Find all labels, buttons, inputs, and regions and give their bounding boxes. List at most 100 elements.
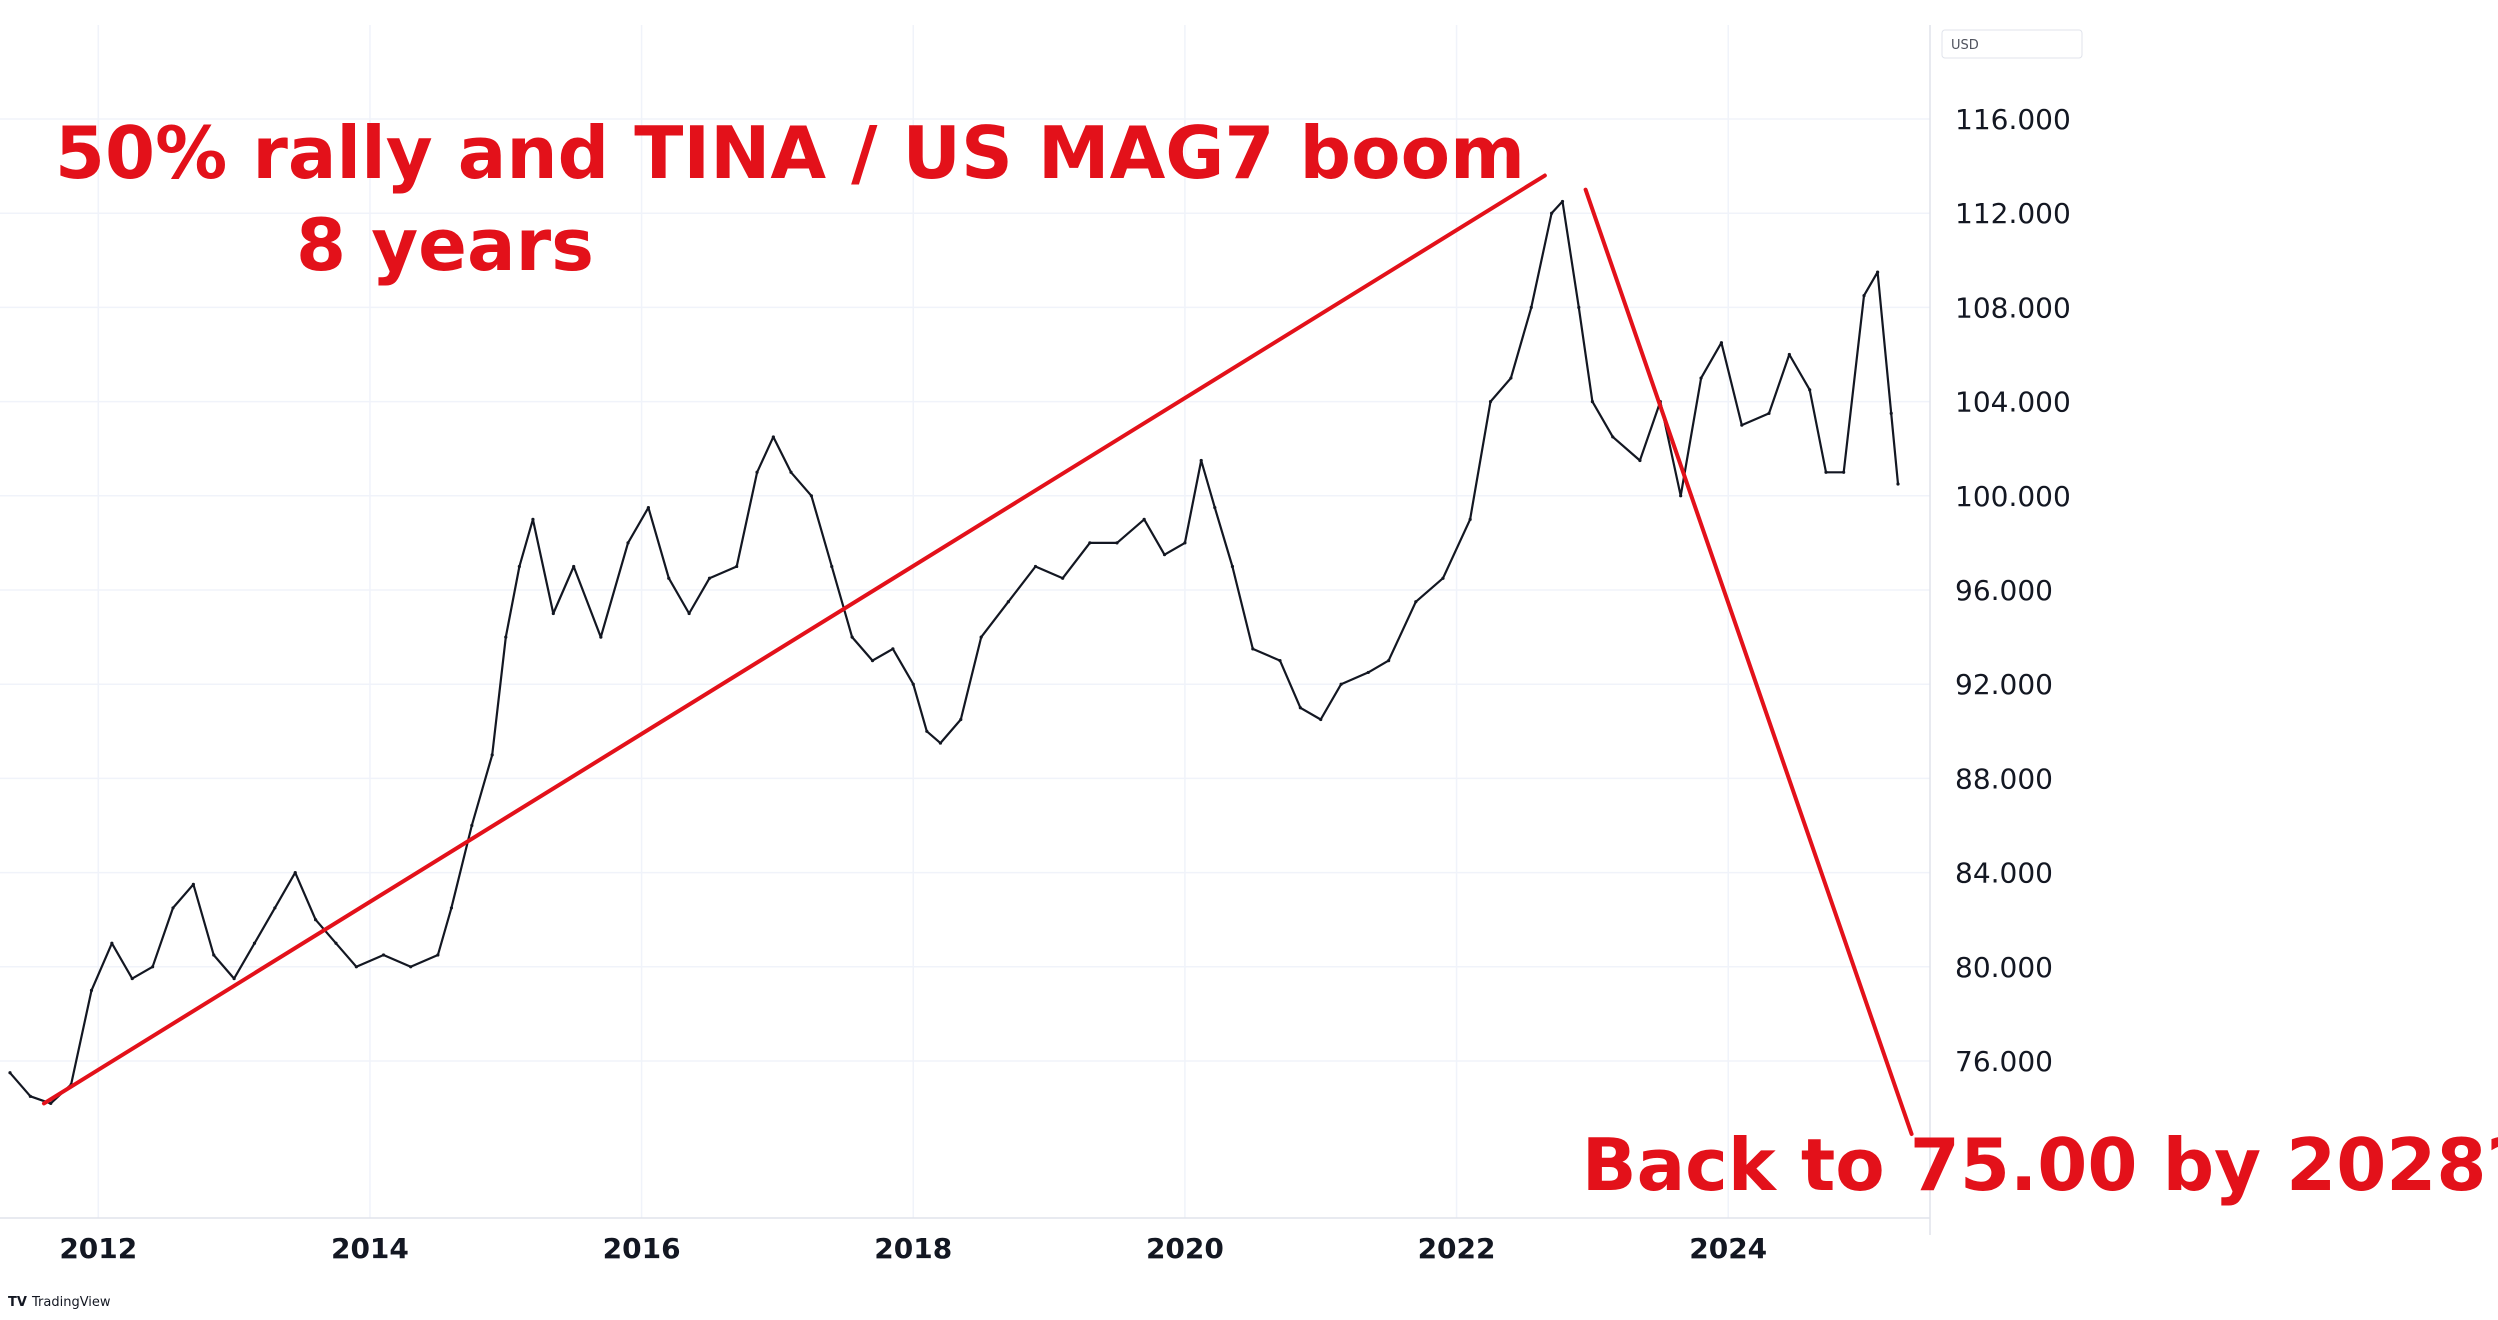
price-point [1550, 211, 1554, 215]
price-point [273, 906, 277, 910]
y-tick-label: 84.000 [1955, 857, 2053, 890]
price-point [8, 1071, 12, 1075]
price-point [1740, 423, 1744, 427]
price-point [1787, 352, 1791, 357]
price-point [1577, 305, 1581, 309]
price-point [314, 918, 318, 922]
price-point [1808, 388, 1812, 392]
price-point [49, 1101, 53, 1105]
price-point [830, 564, 834, 569]
y-tick-label: 88.000 [1955, 762, 2053, 795]
price-point [979, 635, 983, 639]
price-point [687, 611, 691, 616]
price-point [870, 659, 875, 663]
price-point [1529, 305, 1533, 309]
price-point [959, 717, 963, 722]
price-point [1468, 517, 1472, 521]
currency-label: USD [1951, 38, 1979, 53]
price-point [735, 564, 739, 569]
price-point [789, 470, 793, 474]
price-point [252, 941, 257, 945]
price-point [531, 517, 535, 521]
price-point [1767, 411, 1771, 415]
x-tick-label: 2018 [874, 1232, 952, 1265]
price-point [449, 906, 454, 910]
price-point [212, 953, 216, 957]
price-point [409, 965, 413, 969]
price-point [1611, 435, 1615, 439]
time-axis[interactable]: 2012 2014 2016 2018 2020 2022 2024 [59, 1232, 1767, 1265]
price-point [891, 647, 895, 651]
price-point [1183, 541, 1187, 545]
price-point [1366, 670, 1370, 675]
price-point [572, 564, 576, 569]
price-point [1033, 564, 1038, 569]
tradingview-logo[interactable]: TV TradingView [8, 1295, 111, 1310]
annotation-years: 8 years [296, 203, 594, 287]
price-point [1889, 411, 1893, 415]
y-tick-label: 92.000 [1955, 668, 2053, 701]
trendlines [41, 173, 1914, 1137]
rally-trendline[interactable] [41, 173, 1547, 1106]
price-point [646, 505, 650, 510]
series-layer [8, 199, 1900, 1105]
price-point [171, 906, 175, 910]
y-tick-label: 80.000 [1955, 951, 2053, 984]
price-point [1319, 717, 1323, 722]
x-tick-label: 2014 [331, 1232, 409, 1265]
price-point [1824, 470, 1828, 474]
price-point [1213, 505, 1217, 510]
price-axis[interactable]: 76.000 80.000 84.000 88.000 92.000 96.000 100.… [1955, 103, 2071, 1078]
price-point [1142, 517, 1146, 521]
price-point [490, 753, 494, 757]
price-point [1006, 600, 1010, 604]
price-point [850, 635, 854, 639]
price-point [911, 682, 915, 686]
price-point [755, 470, 759, 474]
price-point [470, 823, 474, 828]
price-point [1509, 376, 1513, 380]
price-point [1590, 400, 1594, 404]
y-tick-label: 116.000 [1955, 103, 2071, 136]
grid [0, 25, 1930, 1218]
x-tick-label: 2012 [59, 1232, 137, 1265]
price-series-line [9, 200, 1900, 1105]
y-tick-label: 96.000 [1955, 574, 2053, 607]
currency-box[interactable] [1941, 29, 2083, 59]
price-point [1699, 376, 1703, 380]
price-point [1488, 400, 1493, 404]
price-point [599, 635, 603, 639]
price-point [1414, 600, 1418, 604]
price-point [1162, 553, 1167, 557]
price-point [110, 941, 114, 945]
tradingview-watermark: TradingView [31, 1295, 111, 1310]
price-point [1560, 199, 1565, 204]
price-point [1387, 659, 1391, 663]
decline-trendline[interactable] [1583, 187, 1914, 1137]
price-point [1199, 458, 1203, 463]
price-point [151, 965, 155, 969]
price-point [925, 729, 929, 733]
y-tick-label: 108.000 [1955, 291, 2071, 324]
price-point [1339, 682, 1343, 686]
price-point [771, 435, 775, 439]
price-point [436, 953, 440, 957]
price-point [1679, 494, 1683, 498]
price-point [1230, 564, 1235, 569]
price-point [354, 965, 358, 969]
price-point [1896, 482, 1900, 486]
price-point [667, 576, 671, 580]
price-point [381, 953, 386, 957]
annotation-target: Back to 75.00 by 2028? [1582, 1123, 2498, 1207]
y-tick-label: 76.000 [1955, 1045, 2053, 1078]
price-point [28, 1094, 32, 1098]
x-tick-label: 2016 [603, 1232, 681, 1265]
price-point [89, 988, 94, 992]
price-point [504, 635, 508, 639]
annotation-rally: 50% rally and TINA / US MAG7 boom [55, 111, 1525, 195]
price-point [334, 941, 338, 945]
price-point [1278, 659, 1282, 663]
price-point [130, 976, 134, 981]
price-point [707, 576, 712, 580]
x-tick-label: 2022 [1418, 1232, 1496, 1265]
